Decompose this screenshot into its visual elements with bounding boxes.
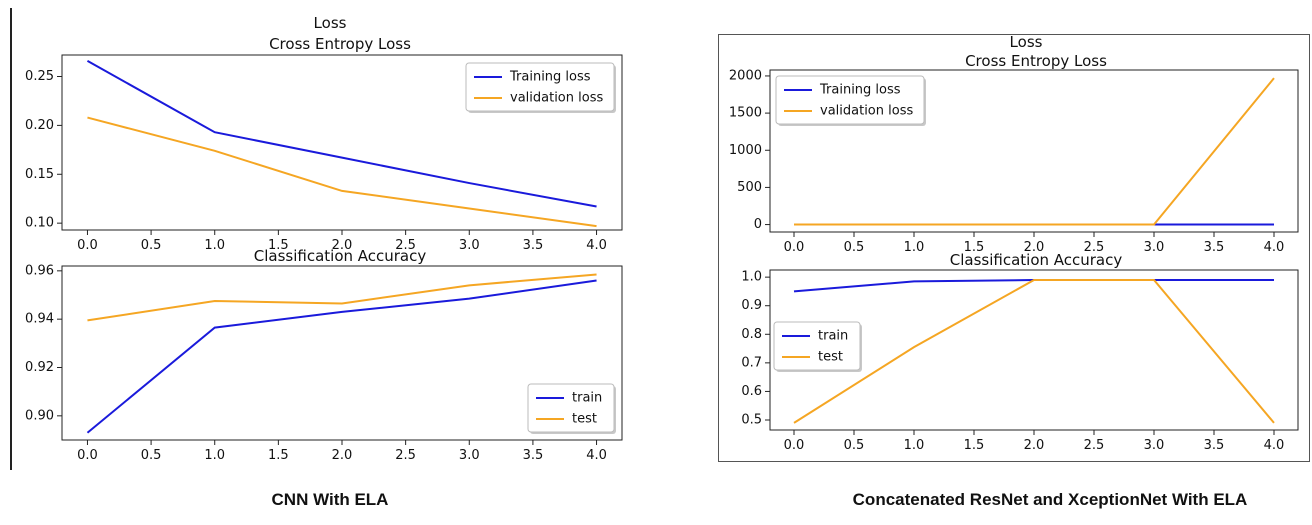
x-tick-label: 2.5 xyxy=(395,238,416,253)
y-tick-label: 0.5 xyxy=(741,413,762,428)
x-tick-label: 0.0 xyxy=(77,448,98,463)
series-line-validation-loss xyxy=(87,116,597,228)
x-tick-label: 1.0 xyxy=(904,438,925,453)
caption-cnn: CNN With ELA xyxy=(271,490,389,509)
x-tick-label: 2.0 xyxy=(1024,438,1045,453)
y-tick-label: 0.20 xyxy=(25,118,54,133)
y-tick-label: 2000 xyxy=(729,68,762,83)
y-tick-label: 1.0 xyxy=(741,270,762,285)
y-tick-label: 0.96 xyxy=(25,263,54,278)
y-tick-label: 0.7 xyxy=(741,355,762,370)
x-tick-label: 1.0 xyxy=(904,240,925,255)
x-tick-label: 3.5 xyxy=(523,238,544,253)
x-tick-label: 0.5 xyxy=(141,448,162,463)
legend-label: validation loss xyxy=(820,104,913,119)
x-tick-label: 3.0 xyxy=(459,448,480,463)
x-tick-label: 4.0 xyxy=(586,448,607,463)
x-tick-label: 2.0 xyxy=(1024,240,1045,255)
x-tick-label: 2.5 xyxy=(395,448,416,463)
x-tick-label: 1.5 xyxy=(268,448,289,463)
series-line-test xyxy=(793,279,1275,424)
legend-label: test xyxy=(818,350,843,365)
y-tick-label: 500 xyxy=(737,180,762,195)
x-tick-label: 3.0 xyxy=(1144,240,1165,255)
x-tick-label: 4.0 xyxy=(1264,438,1285,453)
y-tick-label: 0.10 xyxy=(25,216,54,231)
x-tick-label: 4.0 xyxy=(586,238,607,253)
x-tick-label: 2.0 xyxy=(332,448,353,463)
x-tick-label: 0.5 xyxy=(141,238,162,253)
legend-label: test xyxy=(572,412,597,427)
legend-label: Training loss xyxy=(509,70,591,85)
x-tick-label: 0.0 xyxy=(77,238,98,253)
y-tick-label: 1000 xyxy=(729,143,762,158)
series-line-test xyxy=(87,273,597,322)
chart-title: Classification Accuracy xyxy=(254,247,427,265)
chart-title: Classification Accuracy xyxy=(950,251,1123,269)
x-tick-label: 3.5 xyxy=(1204,240,1225,255)
y-tick-label: 0.90 xyxy=(25,408,54,423)
x-tick-label: 3.0 xyxy=(1144,438,1165,453)
y-tick-label: 0.6 xyxy=(741,384,762,399)
x-tick-label: 2.5 xyxy=(1084,438,1105,453)
x-tick-label: 2.5 xyxy=(1084,240,1105,255)
y-tick-label: 0.8 xyxy=(741,327,762,342)
caption-resnet-xception: Concatenated ResNet and XceptionNet With… xyxy=(852,490,1248,509)
legend-label: Training loss xyxy=(819,83,901,98)
chart-title: Cross Entropy Loss xyxy=(269,35,411,53)
y-tick-label: 0.25 xyxy=(25,69,54,84)
legend-label: train xyxy=(818,329,848,344)
x-tick-label: 0.0 xyxy=(784,438,805,453)
y-tick-label: 0.94 xyxy=(25,312,54,327)
figure-suptitle: Loss xyxy=(314,14,347,32)
y-tick-label: 0.92 xyxy=(25,360,54,375)
legend-label: validation loss xyxy=(510,91,603,106)
x-tick-label: 4.0 xyxy=(1264,240,1285,255)
figure-suptitle: Loss xyxy=(1010,33,1043,51)
y-tick-label: 0.15 xyxy=(25,167,54,182)
y-tick-label: 0 xyxy=(754,217,762,232)
x-tick-label: 2.0 xyxy=(332,238,353,253)
series-line-train xyxy=(793,279,1274,293)
divider-line xyxy=(10,8,12,470)
x-tick-label: 3.5 xyxy=(1204,438,1225,453)
x-tick-label: 1.5 xyxy=(268,238,289,253)
legend-label: train xyxy=(572,391,602,406)
right-figure-frame xyxy=(718,34,1310,462)
x-tick-label: 1.5 xyxy=(964,438,985,453)
chart-title: Cross Entropy Loss xyxy=(965,52,1107,70)
legend-box xyxy=(775,75,925,125)
x-tick-label: 3.0 xyxy=(459,238,480,253)
y-tick-label: 1500 xyxy=(729,106,762,121)
x-tick-label: 1.0 xyxy=(204,448,225,463)
legend-box xyxy=(465,62,615,112)
x-tick-label: 0.5 xyxy=(844,438,865,453)
x-tick-label: 0.5 xyxy=(844,240,865,255)
x-tick-label: 0.0 xyxy=(784,240,805,255)
y-tick-label: 0.9 xyxy=(741,298,762,313)
x-tick-label: 3.5 xyxy=(523,448,544,463)
x-tick-label: 1.0 xyxy=(204,238,225,253)
x-tick-label: 1.5 xyxy=(964,240,985,255)
